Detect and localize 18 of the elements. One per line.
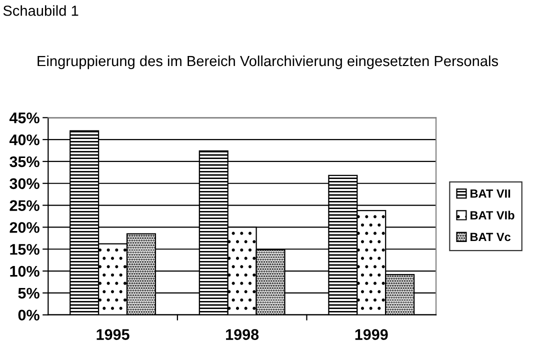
y-tick-label: 0% — [18, 310, 40, 321]
y-tick-label: 35% — [10, 156, 40, 168]
y-tick-label: 10% — [10, 266, 40, 277]
y-tick-label: 25% — [10, 200, 40, 211]
text: Schaubild 1 — [3, 5, 78, 16]
y-tick-label: 20% — [10, 222, 40, 233]
y-tick-label: 40% — [9, 134, 40, 146]
x-tick-label: 1998 — [226, 329, 259, 340]
legend-label: BAT VII — [470, 190, 510, 198]
y-tick-label: 5% — [18, 288, 40, 299]
x-tick-label: 1995 — [96, 329, 130, 340]
chart-title: Eingruppierung des im Bereich Vollarchivierung eingesetzten Personals — [38, 55, 498, 70]
legend-label: BAT VIb — [470, 210, 514, 220]
y-tick-label: 45% — [9, 112, 40, 124]
y-tick-label: 30% — [10, 178, 40, 190]
y-tick-label: 15% — [10, 244, 40, 255]
legend-label: BAT Vc — [470, 232, 511, 242]
x-tick-label: 1999 — [355, 329, 388, 340]
